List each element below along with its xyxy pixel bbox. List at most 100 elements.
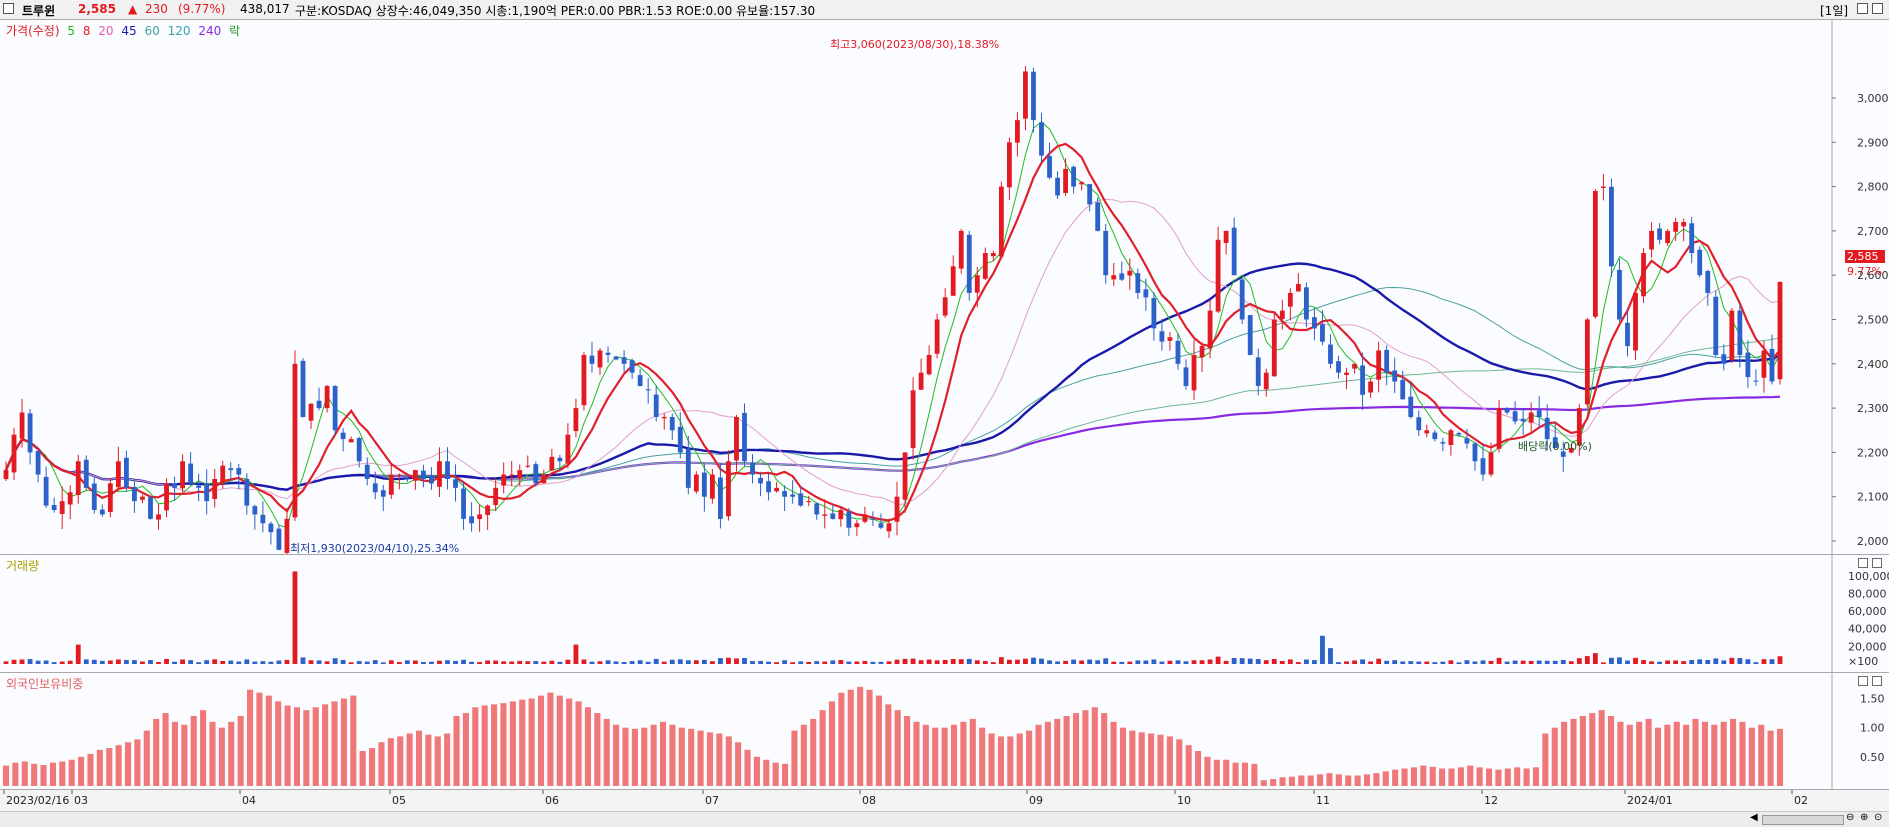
volume-bar (493, 660, 499, 664)
pane-maximize-icon-2[interactable] (1858, 676, 1868, 686)
maximize-icon[interactable] (1857, 3, 1868, 14)
foreign-bar (678, 727, 685, 786)
volume-bar (782, 660, 788, 664)
foreign-bar (21, 761, 28, 786)
candle-body (332, 386, 338, 431)
volume-bar (284, 659, 290, 664)
foreign-chart[interactable]: 0.50 1.00 1.50 (0, 673, 1889, 790)
volume-bar (629, 661, 635, 664)
volume-bar (316, 660, 322, 664)
zoom-out-icon[interactable]: ⊖ (1846, 812, 1855, 823)
volume-bar (364, 661, 370, 664)
foreign-bar (828, 701, 836, 786)
window-checkbox[interactable] (3, 3, 14, 14)
volume-bar (485, 660, 491, 664)
volume-bar (1352, 660, 1357, 664)
foreign-bar (1157, 734, 1164, 786)
candle-body (734, 416, 739, 461)
volume-bar (140, 661, 145, 664)
pane-maximize-icon[interactable] (1858, 558, 1868, 568)
volume-bar (990, 662, 996, 664)
candle-body (1287, 292, 1293, 307)
volume-bar (1657, 661, 1663, 664)
candle-body (1761, 350, 1767, 378)
foreign-bar (1570, 718, 1577, 786)
foreign-bar (1711, 724, 1718, 786)
foreign-bar (1654, 727, 1662, 786)
candle-body (1079, 182, 1085, 185)
candle-body (1448, 430, 1454, 445)
foreign-bar (275, 701, 282, 786)
volume-bar (19, 659, 25, 664)
volume-bar (469, 661, 474, 664)
scroll-left-icon[interactable]: ◀ (1750, 812, 1758, 823)
foreign-pane[interactable]: 외국인보유비중 0.50 1.00 1.50 (0, 672, 1889, 790)
volume-bar (1665, 660, 1671, 664)
candle-body (132, 486, 137, 502)
candle-body (902, 452, 908, 500)
candle-body (685, 448, 691, 488)
close-icon[interactable] (1872, 3, 1883, 14)
candle-body (1336, 361, 1341, 373)
volume-bar (1737, 658, 1743, 664)
candle-body (1689, 223, 1695, 254)
pane-close-icon-2[interactable] (1872, 676, 1882, 686)
volume-bar (942, 659, 948, 664)
volume-bar (91, 659, 97, 664)
period-selector[interactable]: [1일] (1820, 4, 1849, 18)
volume-bar (918, 660, 924, 664)
foreign-bar (406, 733, 413, 786)
foreign-bar (2, 765, 10, 786)
foreign-bar (650, 724, 657, 786)
scrollbar[interactable] (1762, 815, 1844, 825)
volume-bar (1247, 658, 1253, 664)
volume-bar (244, 659, 250, 664)
foreign-bar (49, 762, 56, 786)
candle-body (1103, 230, 1109, 276)
foreign-bar (434, 736, 441, 786)
volume-bar (589, 661, 595, 664)
last-price-marker (1845, 250, 1885, 263)
candle-body (91, 483, 97, 510)
foreign-bar (1410, 767, 1417, 786)
volume-bar (1600, 662, 1606, 664)
volume-bar (1279, 661, 1285, 664)
x-tick-label: 12 (1484, 794, 1498, 807)
volume-bar (3, 661, 9, 664)
zoom-in-icon[interactable]: ⊕ (1860, 812, 1869, 823)
foreign-bar (566, 698, 573, 786)
candle-body (677, 426, 683, 453)
candle-body (597, 350, 603, 368)
volume-bar (1424, 661, 1430, 664)
price-pane[interactable]: 가격(수정) 5 8 20 45 60 120 240 락 2,000 2,100… (0, 19, 1889, 555)
volume-bar (1087, 659, 1093, 664)
candle-body (1769, 348, 1775, 382)
candle-body (870, 518, 876, 520)
foreign-bar (1101, 713, 1108, 786)
candle-body (1737, 310, 1743, 355)
candle-body (364, 464, 370, 479)
volume-bar (1713, 658, 1719, 664)
foreign-bar (838, 692, 845, 786)
candle-body (356, 438, 362, 462)
volume-bar (1015, 659, 1020, 664)
candle-body (1247, 315, 1253, 355)
candle-body (1520, 418, 1526, 422)
candle-body (1303, 287, 1309, 320)
volume-bar (509, 661, 515, 664)
zoom-reset-icon[interactable]: ⊙ (1874, 812, 1883, 823)
volume-chart[interactable]: ×100 20,000 40,000 60,000 80,000 100,000 (0, 555, 1889, 673)
volume-bar (1103, 658, 1109, 664)
candle-body (412, 470, 418, 481)
price-chart[interactable]: 2,000 2,100 2,200 2,300 2,400 2,500 2,600 2,700… (0, 20, 1889, 555)
candle-body (19, 412, 25, 439)
foreign-bar (1485, 768, 1493, 786)
candle-body (878, 523, 884, 528)
volume-bar (1408, 661, 1414, 664)
pane-close-icon[interactable] (1872, 558, 1882, 568)
volume-bar (525, 661, 531, 664)
candle-body (782, 491, 788, 497)
volume-pane[interactable]: 거래량 ×100 20,000 40,000 60,000 80,000 100,000 (0, 554, 1889, 673)
candle-body (1006, 142, 1012, 188)
volume-bar (132, 660, 137, 664)
